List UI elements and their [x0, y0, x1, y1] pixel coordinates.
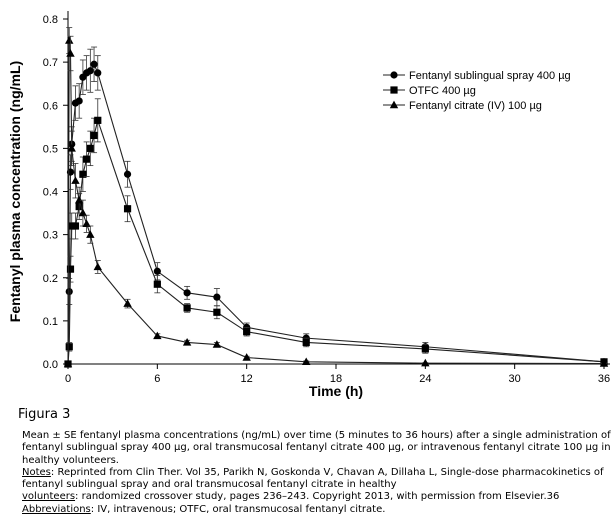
data-point — [74, 195, 84, 204]
data-point — [599, 359, 609, 367]
data-point — [90, 131, 98, 140]
series-circle — [64, 46, 608, 368]
data-point — [65, 287, 73, 296]
series-triangle — [63, 27, 609, 368]
data-point — [67, 143, 76, 152]
legend-marker — [390, 86, 398, 94]
x-tick-label: 12 — [241, 373, 253, 385]
figure-label: Figura 3 — [18, 407, 71, 422]
y-tick-label: 0.7 — [43, 57, 58, 69]
y-tick-label: 0.5 — [43, 143, 58, 155]
data-point — [63, 359, 73, 368]
notes-text: : Reprinted from Clin Ther. Vol 35, Pari… — [22, 466, 604, 491]
notes-label-2: volunteers — [22, 491, 76, 503]
data-point — [66, 265, 75, 273]
data-point — [71, 176, 80, 184]
y-tick-label: 0.0 — [43, 359, 58, 371]
legend-item-triangle: Fentanyl citrate (IV) 100 µg — [383, 100, 542, 112]
data-point — [86, 144, 94, 152]
data-point — [66, 49, 75, 57]
data-point — [213, 308, 221, 316]
legend-label: Fentanyl citrate (IV) 100 µg — [409, 100, 542, 112]
data-point — [123, 205, 132, 213]
data-point — [123, 299, 132, 307]
data-point — [78, 208, 88, 217]
abbr-text: : IV, intravenous; OTFC, oral transmucos… — [90, 503, 386, 515]
data-point — [82, 219, 91, 228]
caption-notes: Notes: Reprinted from Clin Ther. Vol 35,… — [22, 467, 612, 492]
data-point — [123, 170, 132, 178]
data-point — [302, 338, 310, 347]
data-point — [153, 331, 162, 340]
x-tick-label: 36 — [598, 373, 610, 385]
data-point — [65, 36, 74, 44]
x-tick-label: 24 — [419, 373, 431, 385]
data-point — [212, 340, 222, 348]
data-point — [94, 69, 102, 77]
data-point — [94, 116, 102, 124]
data-point — [421, 345, 429, 353]
caption-notes-2: volunteers: randomized crossover study, … — [22, 491, 612, 503]
abbr-label: Abbreviations — [22, 503, 91, 515]
data-point — [421, 358, 430, 367]
x-tick-label: 0 — [65, 373, 71, 385]
x-tick-label: 18 — [330, 373, 342, 385]
x-tick-label: 30 — [509, 373, 521, 385]
y-tick-label: 0.6 — [43, 100, 58, 112]
data-point — [93, 262, 102, 271]
data-point — [182, 338, 192, 346]
legend-marker — [390, 71, 398, 79]
data-point — [183, 304, 191, 312]
notes-text-2: : randomized crossover study, pages 236–… — [75, 491, 560, 503]
data-point — [79, 170, 87, 178]
legend-item-square: OTFC 400 µg — [383, 85, 476, 97]
data-point — [213, 293, 221, 301]
data-point — [243, 328, 251, 336]
legend-label: OTFC 400 µg — [409, 85, 476, 97]
data-point — [83, 155, 91, 163]
data-point — [71, 222, 80, 230]
legend-label: Fentanyl sublingual spray 400 µg — [409, 70, 571, 82]
pk-line-chart: 0.0 0.1 0.2 0.3 0.4 0.5 0.6 0.7 0.8 0 6 12 18 24 30 36 T… — [7, 11, 610, 399]
data-point — [86, 230, 95, 238]
x-axis-label: Time (h) — [309, 383, 363, 399]
y-tick-label: 0.2 — [43, 273, 58, 285]
legend-item-circle: Fentanyl sublingual spray 400 µg — [383, 70, 571, 82]
chart-series — [63, 27, 609, 368]
notes-label: Notes — [22, 466, 51, 478]
y-tick-label: 0.8 — [43, 14, 58, 26]
data-point — [66, 168, 75, 176]
data-point — [242, 353, 251, 361]
chart-axes: 0.0 0.1 0.2 0.3 0.4 0.5 0.6 0.7 0.8 0 6 12 18 24 30 36 T… — [7, 11, 610, 399]
data-point — [153, 267, 161, 275]
caption-main: Mean ± SE fentanyl plasma concentrations… — [22, 430, 611, 466]
caption-abbreviations: Abbreviations: IV, intravenous; OTFC, or… — [22, 504, 612, 516]
data-point — [68, 222, 76, 230]
y-tick-label: 0.4 — [43, 187, 58, 199]
y-axis-label: Fentanyl plasma concentration (ng/mL) — [7, 61, 23, 322]
x-tick-label: 6 — [154, 373, 160, 385]
data-point — [75, 97, 83, 105]
data-point — [90, 60, 98, 68]
chart-legend: Fentanyl sublingual spray 400 µg OTFC 400… — [383, 70, 571, 112]
figure-caption: Mean ± SE fentanyl plasma concentrations… — [22, 430, 612, 516]
data-point — [65, 343, 73, 351]
data-point — [153, 280, 161, 288]
y-tick-label: 0.3 — [43, 230, 58, 242]
data-point — [302, 357, 311, 366]
y-tick-label: 0.1 — [43, 316, 58, 328]
data-point — [183, 289, 191, 297]
legend-marker — [389, 100, 399, 109]
series-line — [67, 40, 605, 365]
data-point — [86, 67, 94, 75]
